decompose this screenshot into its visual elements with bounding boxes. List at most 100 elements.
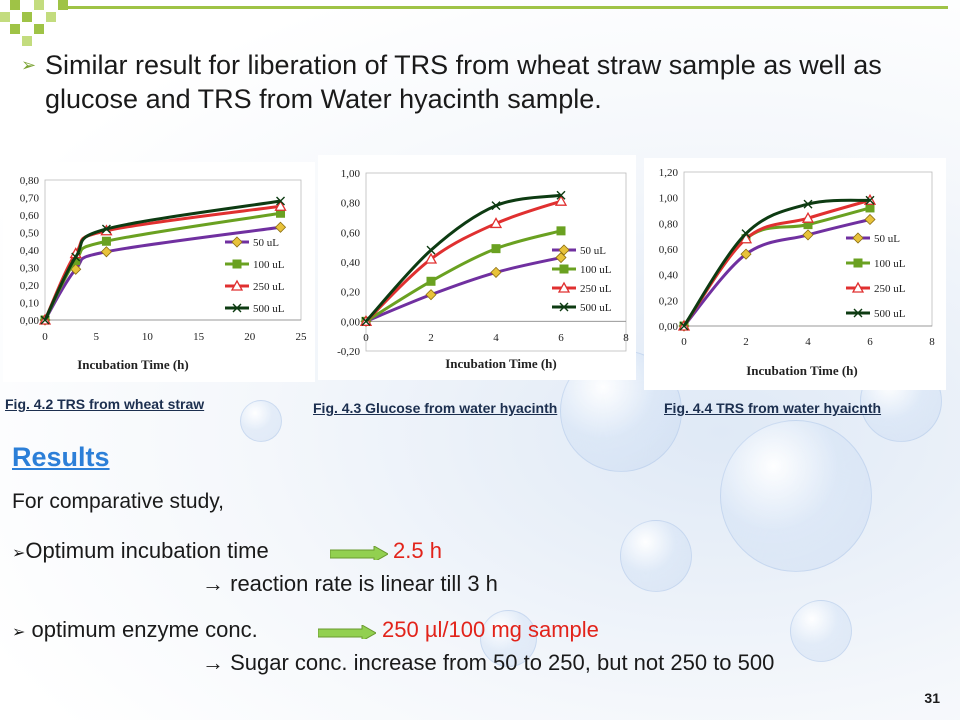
point1-label: Optimum incubation time xyxy=(25,538,269,563)
data-point xyxy=(490,266,502,278)
x-tick-label: 2 xyxy=(428,332,434,344)
y-tick-label: 0,00 xyxy=(659,321,679,333)
plot-area xyxy=(44,179,302,321)
figure-caption: Fig. 4.2 TRS from wheat straw xyxy=(5,396,205,412)
legend-entry: 250 uL xyxy=(846,281,906,295)
x-tick-label: 8 xyxy=(623,332,629,344)
data-point xyxy=(232,259,242,269)
data-point xyxy=(276,196,286,206)
data-point xyxy=(556,190,566,200)
figure-caption: Fig. 4.4 TRS from water hyaicnth xyxy=(664,400,882,416)
point2: ➢ optimum enzyme conc. xyxy=(12,617,258,643)
series-line xyxy=(365,256,562,323)
y-tick-label: 0,60 xyxy=(20,210,40,222)
data-point xyxy=(557,281,571,293)
background-bubble xyxy=(620,520,692,592)
x-tick-label: 6 xyxy=(558,332,564,344)
point2-label: optimum enzyme conc. xyxy=(31,617,258,642)
data-point xyxy=(231,236,243,248)
data-point xyxy=(558,244,570,256)
top-accent-line xyxy=(68,6,948,9)
data-point xyxy=(559,302,569,312)
legend-entry: 100 uL xyxy=(846,258,906,270)
slide-title-text: Similar result for liberation of TRS fro… xyxy=(45,50,882,114)
arrow-bullet-icon: ➢ xyxy=(12,545,26,562)
data-point xyxy=(491,201,501,211)
data-point xyxy=(865,195,875,205)
y-tick-label: 0,20 xyxy=(659,295,679,307)
data-point xyxy=(100,246,113,258)
legend-entry: 100 uL xyxy=(552,264,612,276)
legend-entry: 50 uL xyxy=(225,236,279,249)
data-point xyxy=(426,245,436,255)
legend-entry: 250 uL xyxy=(225,279,285,293)
x-tick-label: 2 xyxy=(743,336,749,348)
intro-text: For comparative study, xyxy=(12,490,225,513)
y-tick-label: 0,20 xyxy=(341,287,361,299)
x-tick-label: 4 xyxy=(493,332,499,344)
x-tick-label: 5 xyxy=(93,331,99,343)
data-point xyxy=(274,199,287,211)
series xyxy=(678,213,876,332)
series-line xyxy=(364,193,562,323)
data-point xyxy=(556,226,566,236)
series xyxy=(361,190,566,326)
chart-trs-water-hyacinth: 0,00 0,20 0,40 0,60 0,80 1,00 1,20 0 2 4 6 8 Incubat… xyxy=(644,158,946,390)
y-tick-label: 0,80 xyxy=(659,218,679,230)
series-line xyxy=(682,218,871,327)
results-heading: Results xyxy=(12,442,110,472)
point1-value: 2.5 h xyxy=(393,538,442,563)
data-point xyxy=(852,232,864,244)
legend-label: 100 uL xyxy=(580,264,612,276)
background-bubble xyxy=(720,420,872,572)
legend-entry: 50 uL xyxy=(846,232,900,245)
x-tick-label: 0 xyxy=(42,331,48,343)
data-point xyxy=(425,289,437,301)
y-tick-label: 0,00 xyxy=(20,315,40,327)
series xyxy=(40,196,286,325)
x-axis-label: Incubation Time (h) xyxy=(77,357,189,372)
data-point xyxy=(801,211,815,223)
legend-label: 250 uL xyxy=(874,283,906,295)
series-line xyxy=(43,199,281,321)
right-arrow-icon xyxy=(330,546,388,560)
x-tick-label: 0 xyxy=(363,332,369,344)
legend-label: 100 uL xyxy=(874,258,906,270)
data-point xyxy=(71,252,81,262)
point1-note: → reaction rate is linear till 3 h xyxy=(202,571,498,596)
data-point xyxy=(424,252,438,264)
data-point xyxy=(361,316,371,326)
arrow-bullet-icon: ➢ xyxy=(21,55,37,75)
x-tick-label: 8 xyxy=(929,336,935,348)
data-point xyxy=(554,194,568,206)
data-point xyxy=(851,281,865,293)
data-point xyxy=(740,248,752,260)
legend-label: 100 uL xyxy=(253,259,285,271)
legend-label: 500 uL xyxy=(253,303,285,315)
legend-label: 250 uL xyxy=(253,281,285,293)
y-tick-label: 0,60 xyxy=(659,244,679,256)
x-tick-label: 0 xyxy=(681,336,687,348)
x-tick-label: 25 xyxy=(296,331,308,343)
y-tick-label: 0,80 xyxy=(341,198,361,210)
data-point xyxy=(803,220,813,230)
y-tick-label: 0,60 xyxy=(341,227,361,239)
x-tick-label: 6 xyxy=(867,336,873,348)
data-point xyxy=(489,217,503,229)
data-point xyxy=(865,203,875,213)
legend-entry: 500 uL xyxy=(846,308,906,320)
series-line xyxy=(43,211,281,321)
data-point xyxy=(679,321,689,331)
background-bubble xyxy=(240,400,282,442)
legend-label: 250 uL xyxy=(580,283,612,295)
series-line xyxy=(364,199,562,323)
y-tick-label: 0,40 xyxy=(659,270,679,282)
y-tick-label: 0,80 xyxy=(20,175,40,187)
point2-value: 250 µl/100 mg sample xyxy=(382,617,599,642)
chart-trs-wheat-straw: 0,00 0,10 0,20 0,30 0,40 0,50 0,60 0,70 0,80 0 5 10… xyxy=(3,162,315,382)
legend-entry: 250 uL xyxy=(552,281,612,295)
data-point xyxy=(274,221,287,233)
legend-entry: 500 uL xyxy=(225,303,285,315)
data-point xyxy=(853,258,863,268)
y-tick-label: 0,40 xyxy=(20,245,40,257)
